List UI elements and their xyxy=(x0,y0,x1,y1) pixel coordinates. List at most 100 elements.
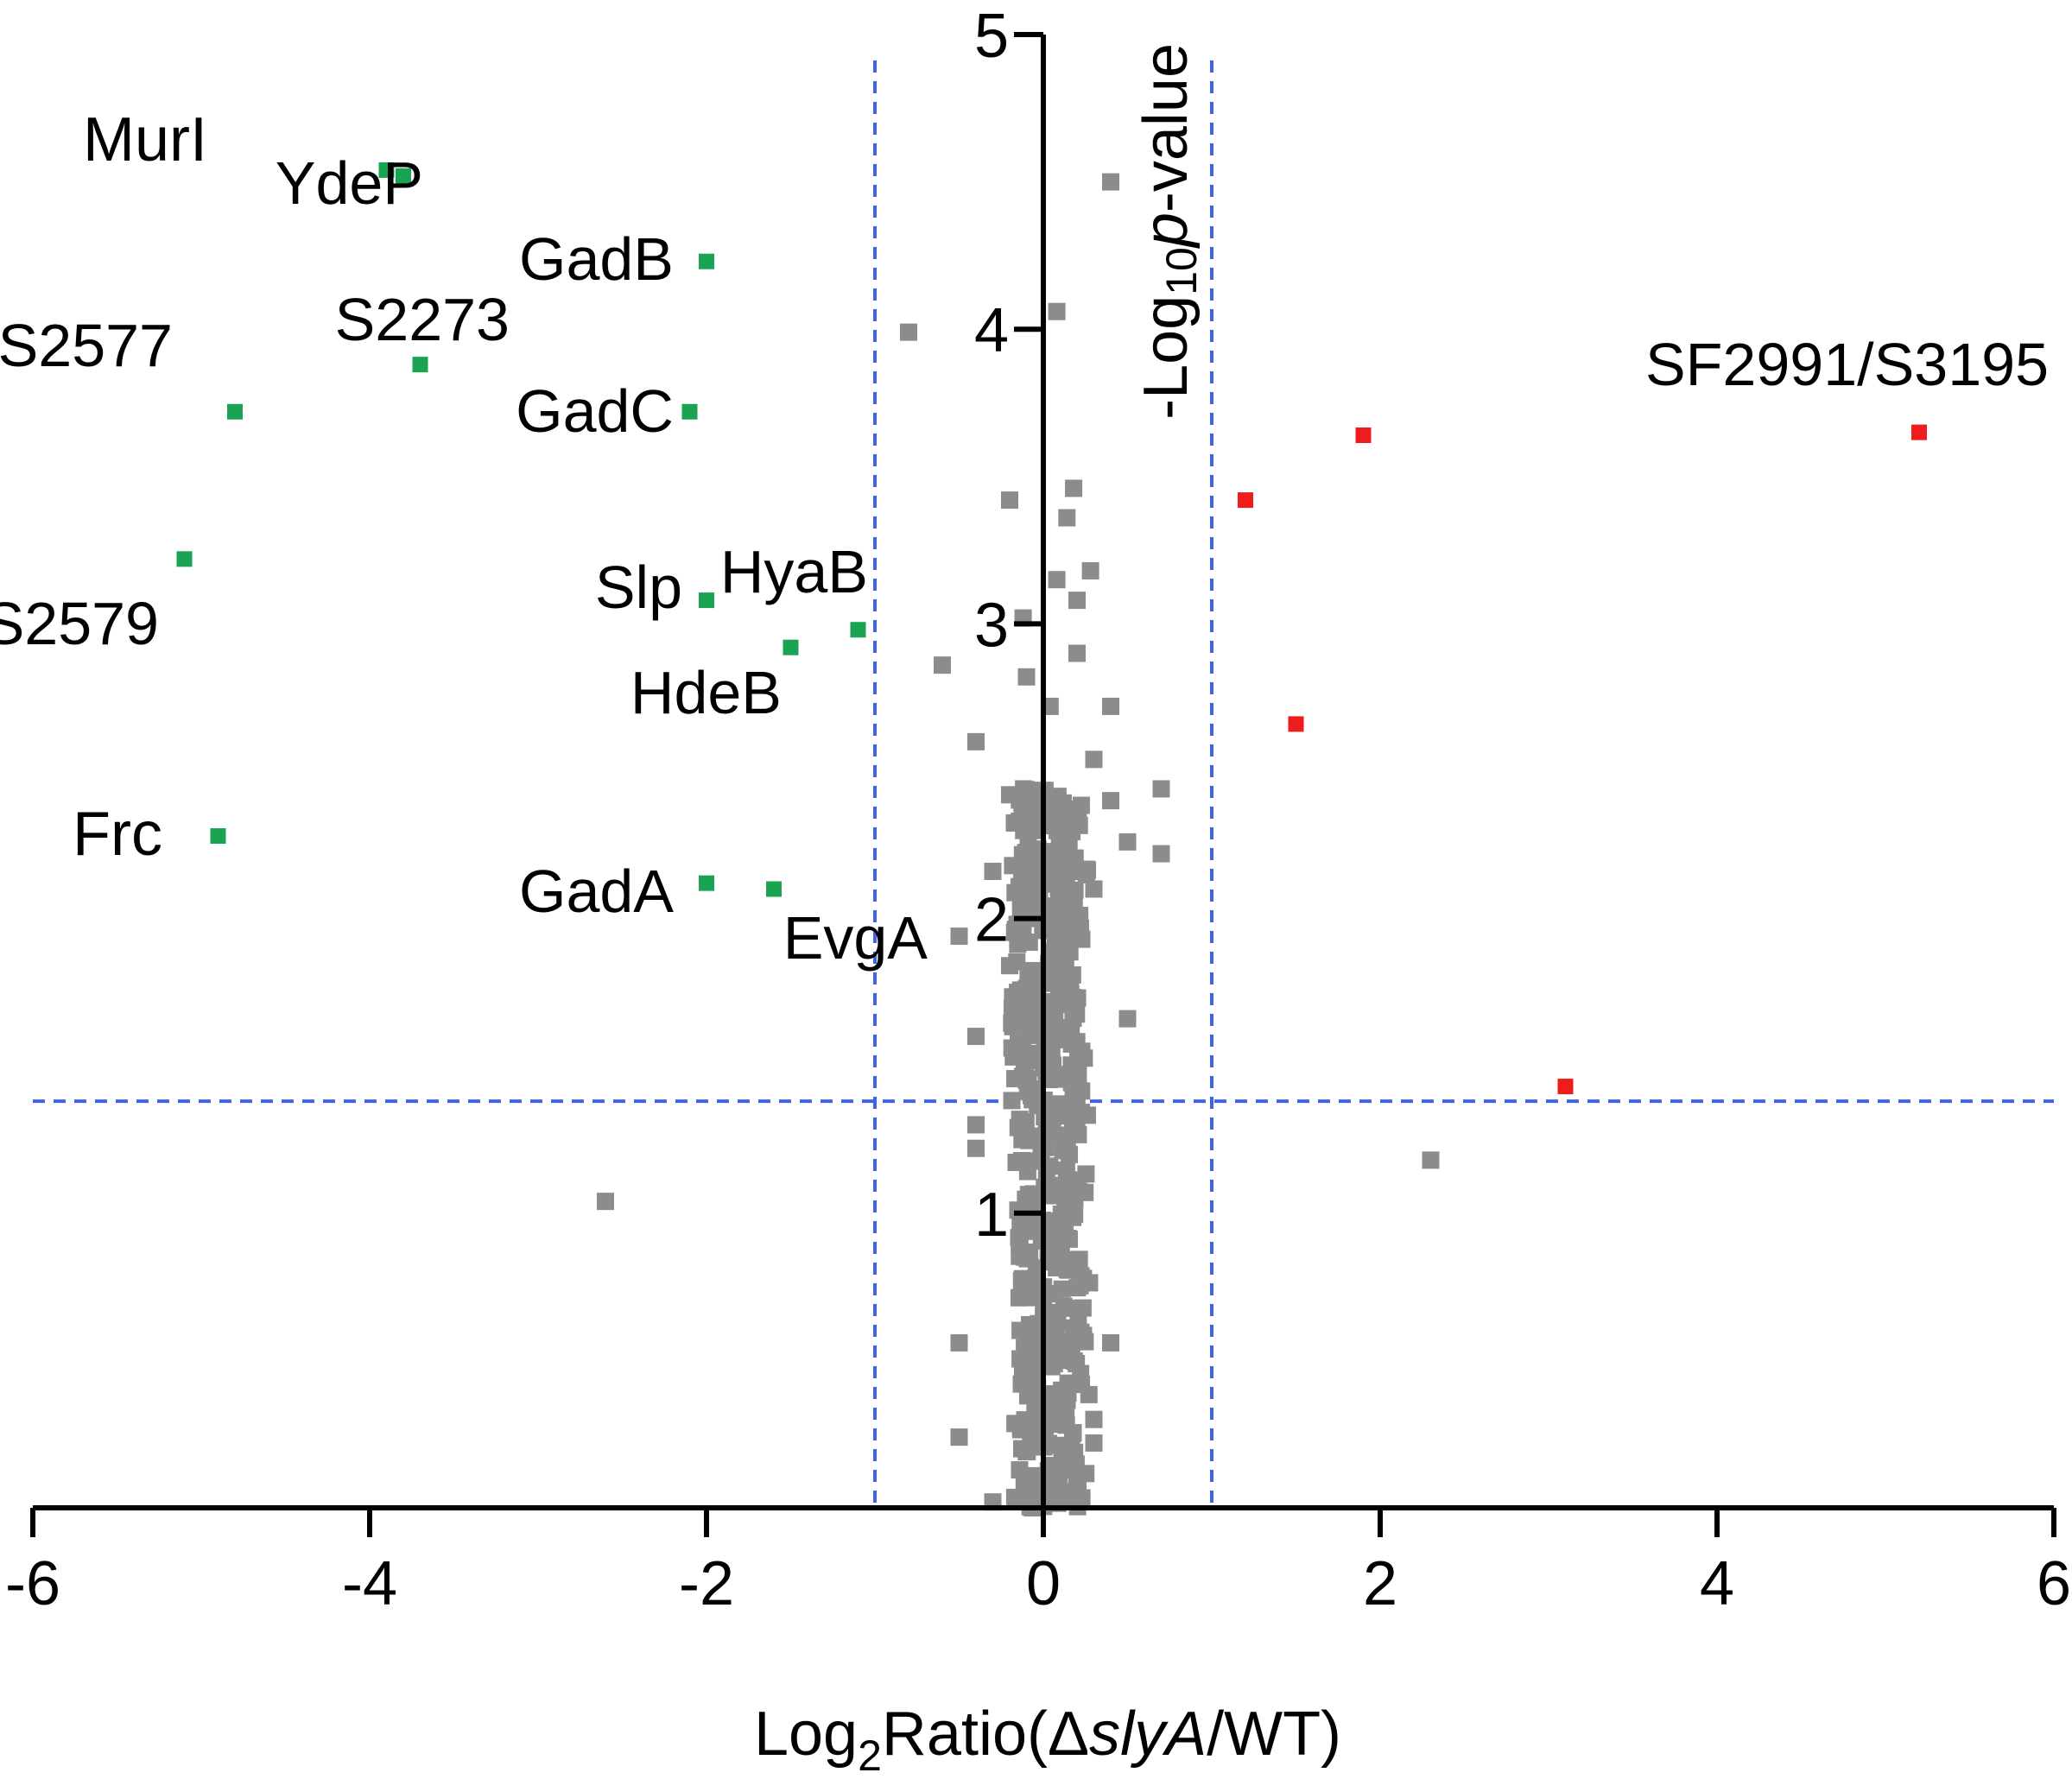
ns-point xyxy=(1068,1033,1086,1051)
x-tick-label: 6 xyxy=(2037,1549,2071,1618)
ns-point xyxy=(1422,1151,1440,1169)
ns-point xyxy=(1059,1383,1077,1402)
ns-point xyxy=(1074,1299,1092,1317)
x-tick-label: 4 xyxy=(1700,1549,1734,1618)
ns-point xyxy=(1001,786,1018,804)
ns-point xyxy=(1021,1129,1039,1147)
ns-point xyxy=(1078,1106,1096,1124)
ns-point xyxy=(1085,750,1103,769)
point-label: S2273 xyxy=(335,286,510,353)
point-label: EvgA xyxy=(783,904,928,972)
ns-point xyxy=(1085,1410,1103,1428)
ns-point xyxy=(1011,1288,1029,1307)
point-label: HyaB xyxy=(720,538,868,605)
ns-point xyxy=(1061,1178,1080,1196)
ns-point xyxy=(1077,865,1095,883)
ns-point xyxy=(1011,901,1030,919)
down-point xyxy=(227,403,243,420)
ns-point xyxy=(1075,1049,1093,1067)
down-point xyxy=(783,639,799,655)
y-tick-label: 3 xyxy=(974,591,1009,660)
ns-point xyxy=(1081,561,1099,579)
ns-point xyxy=(934,656,951,674)
down-point xyxy=(396,168,411,184)
ns-point xyxy=(984,863,1002,881)
ns-point xyxy=(967,732,985,750)
ns-point xyxy=(1102,697,1119,715)
ns-point xyxy=(1046,1070,1064,1088)
x-tick-label: -6 xyxy=(5,1549,60,1618)
ns-point xyxy=(1085,880,1103,898)
point-label: GadA xyxy=(519,858,674,925)
ns-point xyxy=(1011,981,1030,999)
ns-point xyxy=(1016,793,1034,811)
ns-point xyxy=(1055,1297,1073,1315)
ns-point xyxy=(1022,1378,1040,1396)
ns-point xyxy=(1005,1488,1023,1506)
point-label: GadC xyxy=(516,377,674,445)
ns-point xyxy=(1037,1168,1055,1186)
ns-point xyxy=(1010,877,1028,896)
point-label: S2579 xyxy=(0,590,159,657)
point-label: Slp xyxy=(595,554,682,621)
ns-point xyxy=(1056,829,1074,847)
ns-point xyxy=(1073,1376,1091,1394)
ns-point xyxy=(1102,792,1119,810)
up-point xyxy=(1557,1079,1574,1095)
ns-point xyxy=(1016,811,1034,829)
nonsignificant-points xyxy=(597,173,1440,1516)
x-axis-title: Log2Ratio(ΔslyA/WT) xyxy=(754,1700,1341,1779)
ns-point xyxy=(967,1028,985,1046)
ns-point xyxy=(1050,989,1068,1007)
down-point xyxy=(766,881,782,897)
x-tick-label: -4 xyxy=(342,1549,397,1618)
ns-point xyxy=(1017,1190,1035,1208)
ns-point xyxy=(1013,845,1031,864)
ns-point xyxy=(1068,1491,1087,1510)
up-point xyxy=(1238,492,1253,509)
ns-point xyxy=(1027,1288,1045,1307)
ns-point xyxy=(1054,1140,1072,1158)
ns-point xyxy=(1025,1049,1043,1067)
ns-point xyxy=(1064,1010,1082,1028)
ns-point xyxy=(1065,479,1083,497)
ns-point xyxy=(1102,1333,1119,1352)
down-point xyxy=(699,253,714,269)
ns-point xyxy=(1001,491,1018,510)
ns-point xyxy=(1068,644,1086,662)
ns-point xyxy=(1048,302,1066,320)
ns-point xyxy=(1017,668,1036,686)
down-point xyxy=(699,875,714,891)
ns-point xyxy=(1066,881,1084,899)
ns-point xyxy=(1051,1349,1069,1367)
ns-point xyxy=(1013,1364,1031,1383)
ns-point xyxy=(1056,1220,1074,1238)
ns-point xyxy=(1085,1434,1103,1452)
y-axis-title: -Log10p-value xyxy=(1131,43,1206,420)
ns-point xyxy=(900,323,917,341)
down-point xyxy=(210,828,226,845)
ns-point xyxy=(1001,957,1018,975)
ns-point xyxy=(1052,861,1070,879)
point-label: MurI xyxy=(83,105,207,174)
axes: -6 -4 -2 0 2 4 6 1 2 3 4 5 xyxy=(5,2,2071,1618)
y-tick-label: 2 xyxy=(974,886,1009,955)
ns-point xyxy=(1062,1440,1080,1458)
ns-point xyxy=(1118,833,1137,851)
ns-point xyxy=(1003,1092,1021,1110)
ns-point xyxy=(1013,1440,1031,1458)
point-label: GadB xyxy=(519,225,674,293)
point-label: S2577 xyxy=(0,312,173,379)
ns-point xyxy=(1074,1269,1093,1288)
ns-point xyxy=(1016,1339,1034,1357)
ns-point xyxy=(1027,1217,1045,1235)
ns-point xyxy=(1048,571,1066,589)
x-tick-label: -2 xyxy=(679,1549,734,1618)
down-point xyxy=(412,357,428,373)
up-point xyxy=(1911,424,1927,440)
ns-point xyxy=(1063,1424,1081,1442)
x-tick-label: 0 xyxy=(1026,1549,1061,1618)
point-label: SF2991/S3195 xyxy=(1645,331,2049,398)
